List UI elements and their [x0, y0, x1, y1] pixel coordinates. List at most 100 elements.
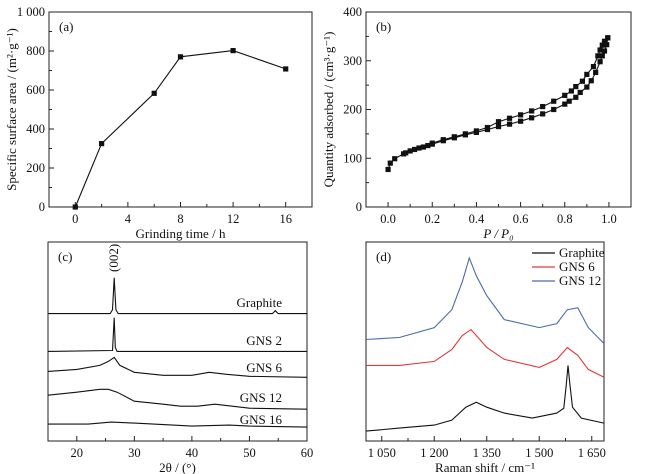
- data-point: [407, 148, 413, 154]
- data-point: [566, 98, 572, 104]
- plot-frame: [48, 11, 313, 208]
- data-point: [601, 38, 608, 44]
- data-point: [506, 115, 513, 121]
- data-point: [416, 145, 422, 151]
- x-tick-label: 0.2: [424, 212, 440, 226]
- x-tick-label: 1 200: [420, 446, 448, 460]
- data-point: [604, 42, 610, 48]
- x-axis-label: P / P₀: [482, 226, 513, 241]
- x-tick-label: 50: [243, 446, 256, 460]
- data-point: [177, 54, 184, 60]
- panel-label: (a): [59, 19, 73, 34]
- series-line-graphite: [48, 277, 307, 315]
- y-tick-label: 600: [26, 83, 45, 97]
- x-tick-label: 0.6: [513, 212, 529, 226]
- y-tick-label: 100: [343, 151, 362, 165]
- data-point: [540, 111, 546, 117]
- series-line-gns-12: [365, 256, 605, 344]
- x-axis-label: 2θ / (°): [159, 460, 196, 474]
- x-tick-label: 30: [128, 446, 141, 460]
- data-point: [551, 98, 557, 104]
- data-point: [601, 48, 608, 54]
- y-axis-label: Quantity adsorbed / (cm³·g⁻¹): [321, 32, 336, 188]
- y-tick-label: 200: [26, 161, 45, 175]
- data-point: [540, 103, 546, 110]
- x-tick-label: 12: [227, 212, 240, 226]
- x-axis-label: Grinding time / h: [136, 226, 226, 241]
- y-tick-label: 0: [356, 200, 362, 214]
- x-tick-label: 1 050: [368, 446, 396, 460]
- panel-c: 20 30 40 50 60 2θ / (°) (c) Graphite GNS 2 GNS 6 G…: [47, 241, 314, 474]
- y-tick-label: 400: [26, 122, 45, 136]
- data-point: [517, 112, 524, 118]
- data-point: [385, 166, 391, 173]
- panel-label: (b): [376, 19, 391, 34]
- data-point: [425, 142, 431, 149]
- data-point: [387, 160, 393, 166]
- data-point: [529, 108, 535, 114]
- data-point: [593, 69, 599, 76]
- data-point: [495, 119, 502, 125]
- data-point: [495, 123, 502, 130]
- plot-frame: [365, 241, 605, 442]
- x-tick-label: 1.0: [601, 212, 617, 226]
- data-point: [517, 118, 524, 124]
- data-point: [573, 94, 579, 100]
- x-tick-label: 1 650: [578, 446, 606, 460]
- y-tick-label: 800: [26, 44, 45, 58]
- data-point: [573, 83, 579, 90]
- data-point: [230, 48, 236, 54]
- series-line-gns-16: [48, 421, 308, 428]
- data-point: [597, 59, 603, 65]
- data-point: [420, 144, 427, 150]
- legend-label: GNS 6: [559, 259, 595, 274]
- x-tick-label: 4: [125, 212, 132, 226]
- data-point: [579, 78, 586, 84]
- x-tick-label: 1 350: [473, 446, 501, 460]
- data-point: [595, 53, 601, 59]
- x-axis-label: Raman shift / cm⁻¹: [435, 460, 535, 474]
- x-tick-label: 0.4: [469, 212, 485, 226]
- series-line-0: [74, 50, 286, 208]
- data-point: [590, 64, 597, 70]
- data-point: [451, 134, 457, 140]
- panel-b: 0.0 0.2 0.4 0.6 0.8 1.0 0 100 200 300 400 P / P₀ Qua…: [321, 5, 632, 241]
- legend-label: GNS 12: [559, 273, 601, 288]
- data-point: [484, 124, 491, 131]
- data-point: [411, 146, 418, 153]
- series-line-gns-12: [47, 388, 308, 410]
- data-point: [429, 140, 435, 146]
- data-point: [584, 84, 590, 90]
- x-tick-label: 0.8: [557, 212, 573, 226]
- series-label: GNS 16: [240, 412, 283, 427]
- data-point: [562, 92, 568, 98]
- peak-annotation: (002): [106, 244, 121, 272]
- series-line-graphite: [365, 365, 605, 432]
- y-tick-label: 400: [343, 5, 362, 19]
- data-point: [99, 141, 105, 147]
- data-point: [551, 106, 557, 113]
- legend-label: Graphite: [559, 245, 605, 260]
- data-point: [72, 204, 78, 210]
- y-tick-label: 1 000: [17, 5, 45, 19]
- panel-d: 1 050 1 200 1 350 1 500 1 650 Raman shift / c…: [365, 241, 606, 474]
- y-axis-label: Specific surface area / (m²·g⁻¹): [4, 28, 19, 191]
- data-point: [577, 89, 583, 96]
- panel-label: (d): [376, 249, 391, 264]
- series-line-gns-2: [47, 317, 307, 352]
- x-tick-label: 16: [279, 212, 292, 226]
- data-point: [568, 88, 574, 94]
- series-label: Graphite: [237, 295, 283, 310]
- data-point: [151, 90, 157, 96]
- x-tick-label: 0.0: [380, 212, 396, 226]
- plot-frame: [47, 241, 308, 442]
- series-label: GNS 12: [240, 390, 282, 405]
- x-tick-label: 40: [186, 446, 199, 460]
- data-point: [584, 71, 590, 77]
- data-point: [392, 156, 398, 162]
- x-tick-label: 60: [301, 446, 314, 460]
- x-tick-label: 1 500: [525, 446, 553, 460]
- data-point: [473, 128, 480, 134]
- data-point: [462, 131, 468, 137]
- data-point: [440, 137, 446, 143]
